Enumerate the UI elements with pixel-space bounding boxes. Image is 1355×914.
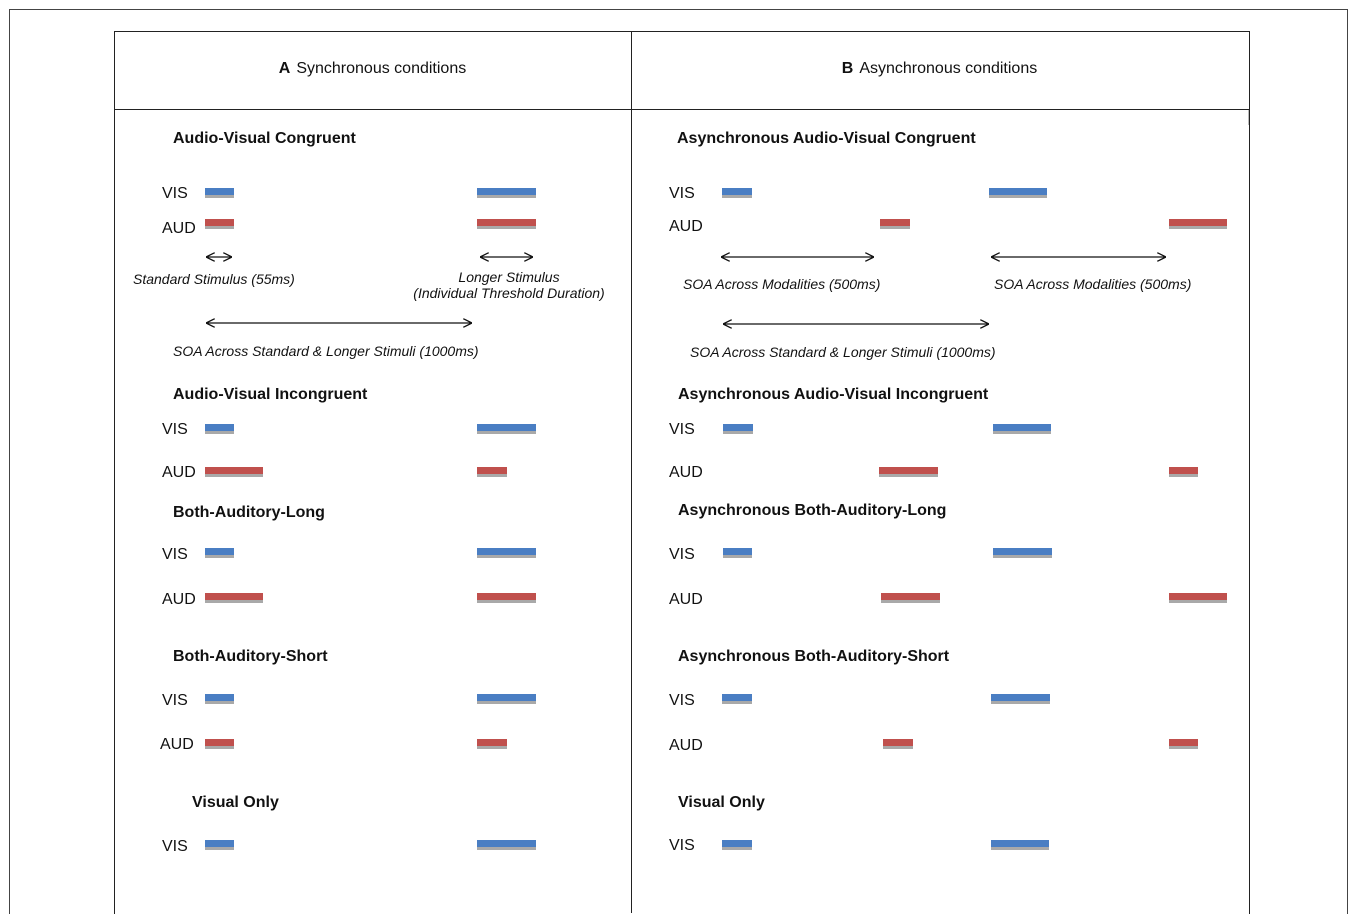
visual-bar-long — [477, 548, 536, 558]
visual-bar-short — [205, 694, 234, 704]
vis-label: VIS — [162, 546, 188, 563]
auditory-bar-short — [477, 467, 507, 477]
aud-label: AUD — [162, 591, 196, 608]
condition-title-b-av-incongruent: Asynchronous Audio-Visual Incongruent — [678, 386, 989, 403]
condition-title-a-visual-only: Visual Only — [192, 794, 279, 811]
auditory-bar-long — [477, 593, 536, 603]
panel-b-letter: B — [841, 60, 854, 77]
longer-stimulus-line-2: (Individual Threshold Duration) — [413, 285, 605, 301]
vis-label: VIS — [162, 421, 188, 438]
visual-bar-short — [205, 548, 234, 558]
aud-label: AUD — [669, 737, 703, 754]
soa-standard-longer-note: SOA Across Standard & Longer Stimuli (10… — [690, 344, 996, 360]
condition-title-a-av-incongruent: Audio-Visual Incongruent — [173, 386, 368, 403]
condition-title-a-av-congruent: Audio-Visual Congruent — [173, 130, 356, 147]
header-divider — [114, 109, 1249, 110]
longer-stimulus-line-1: Longer Stimulus — [458, 269, 560, 285]
panel-a-title: Synchronous conditions — [296, 60, 467, 77]
aud-label: AUD — [160, 736, 194, 753]
vis-label: VIS — [669, 421, 695, 438]
visual-bar-short — [722, 188, 752, 198]
condition-title-b-av-congruent: Asynchronous Audio-Visual Congruent — [677, 130, 976, 147]
panel-b-title: Asynchronous conditions — [859, 60, 1038, 77]
auditory-bar-short — [880, 219, 910, 229]
figure-table — [114, 31, 1250, 914]
visual-bar-long — [993, 548, 1052, 558]
aud-label: AUD — [669, 591, 703, 608]
standard-stimulus-note: Standard Stimulus (55ms) — [133, 271, 295, 287]
condition-title-b-visual-only: Visual Only — [678, 794, 765, 811]
visual-bar-long — [993, 424, 1051, 434]
aud-label: AUD — [669, 218, 703, 235]
vis-label: VIS — [669, 837, 695, 854]
auditory-bar-long — [1169, 219, 1227, 229]
visual-bar-long — [477, 840, 536, 850]
auditory-bar-short — [1169, 739, 1198, 749]
condition-title-b-both-aud-long: Asynchronous Both-Auditory-Long — [678, 502, 947, 519]
longer-stimulus-note: Longer Stimulus (Individual Threshold Du… — [400, 269, 618, 301]
vis-label: VIS — [162, 838, 188, 855]
aud-label: AUD — [669, 464, 703, 481]
auditory-bar-long — [205, 593, 263, 603]
auditory-bar-short — [883, 739, 913, 749]
soa-standard-longer-note: SOA Across Standard & Longer Stimuli (10… — [173, 343, 479, 359]
visual-bar-long — [477, 694, 536, 704]
vis-label: VIS — [162, 692, 188, 709]
auditory-bar-short — [205, 739, 234, 749]
panel-divider — [631, 31, 632, 913]
condition-title-b-both-aud-short: Asynchronous Both-Auditory-Short — [678, 648, 950, 665]
visual-bar-short — [205, 188, 234, 198]
panel-b-header: B Asynchronous conditions — [631, 60, 1248, 78]
auditory-bar-short — [1169, 467, 1198, 477]
visual-bar-long — [991, 840, 1049, 850]
auditory-bar-long — [205, 467, 263, 477]
condition-title-a-both-aud-long: Both-Auditory-Long — [173, 504, 325, 521]
vis-label: VIS — [669, 546, 695, 563]
panel-a-header: A Synchronous conditions — [114, 60, 631, 78]
visual-bar-short — [205, 840, 234, 850]
visual-bar-short — [723, 424, 753, 434]
figure-frame — [9, 9, 1348, 914]
visual-bar-long — [477, 188, 536, 198]
vis-label: VIS — [162, 185, 188, 202]
auditory-bar-long — [879, 467, 938, 477]
auditory-bar-long — [477, 219, 536, 229]
soa-modalities-note: SOA Across Modalities (500ms) — [994, 276, 1192, 292]
vis-label: VIS — [669, 692, 695, 709]
auditory-bar-long — [1169, 593, 1227, 603]
condition-title-a-both-aud-short: Both-Auditory-Short — [173, 648, 328, 665]
vis-label: VIS — [669, 185, 695, 202]
soa-modalities-note: SOA Across Modalities (500ms) — [683, 276, 881, 292]
auditory-bar-short — [205, 219, 234, 229]
aud-label: AUD — [162, 464, 196, 481]
visual-bar-short — [723, 548, 752, 558]
panel-a-letter: A — [278, 60, 291, 77]
visual-bar-long — [991, 694, 1050, 704]
visual-bar-long — [477, 424, 536, 434]
aud-label: AUD — [162, 220, 196, 237]
visual-bar-long — [989, 188, 1047, 198]
auditory-bar-long — [881, 593, 940, 603]
edge-tick — [1248, 110, 1249, 125]
auditory-bar-short — [477, 739, 507, 749]
visual-bar-short — [205, 424, 234, 434]
visual-bar-short — [722, 840, 752, 850]
visual-bar-short — [722, 694, 752, 704]
